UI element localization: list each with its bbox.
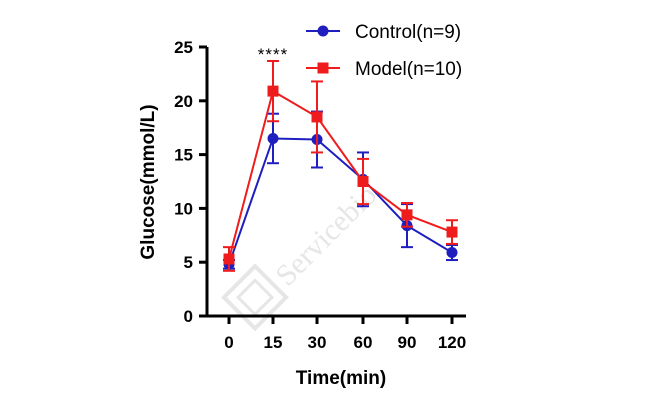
watermark: Servicebio [221, 178, 383, 332]
legend-marker [317, 25, 329, 37]
data-point [223, 253, 235, 265]
watermark-logo [221, 263, 289, 332]
x-tick-label: 0 [224, 333, 233, 352]
x-tick-label: 60 [354, 333, 373, 352]
y-tick-label: 0 [184, 307, 193, 326]
x-tick-label: 120 [438, 333, 466, 352]
data-point [311, 111, 323, 123]
x-tick-label: 30 [308, 333, 327, 352]
data-point [267, 132, 279, 144]
data-point [357, 176, 369, 187]
legend-item-model: Model(n=10) [306, 59, 462, 80]
y-tick-label: 15 [174, 146, 193, 165]
watermark-text: Servicebio [269, 178, 383, 292]
series-line [228, 89, 453, 260]
series-control [223, 110, 458, 270]
y-tick-label: 20 [174, 92, 193, 111]
watermark-logo-inner [235, 278, 275, 317]
legend-label: Model(n=10) [355, 59, 462, 80]
series-line [228, 137, 453, 265]
y-tick-label: 25 [174, 38, 193, 57]
data-point [446, 226, 458, 238]
legend-label: Control(n=9) [355, 22, 461, 43]
significance-annotation: **** [258, 45, 288, 64]
y-tick-label: 10 [174, 199, 193, 218]
x-tick-label: 90 [398, 333, 417, 352]
y-axis-title: Glucose(mmol/L) [138, 104, 159, 259]
data-point [401, 209, 413, 221]
x-tick-label: 15 [264, 333, 283, 352]
x-axis-title: Time(min) [296, 368, 386, 389]
y-tick-label: 5 [184, 253, 193, 272]
legend-item-control: Control(n=9) [306, 22, 461, 43]
legend-marker [317, 62, 329, 74]
series-model [223, 59, 458, 272]
data-point [446, 247, 458, 259]
data-point [267, 85, 279, 97]
